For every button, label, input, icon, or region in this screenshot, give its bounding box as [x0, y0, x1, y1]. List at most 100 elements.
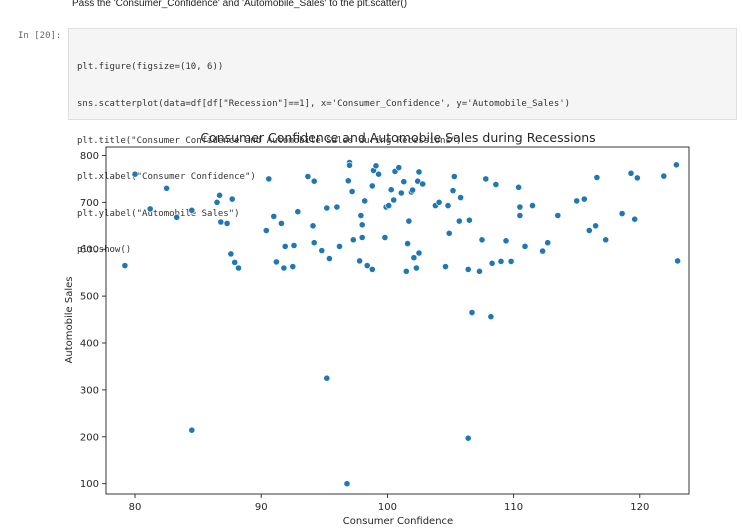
data-point	[294, 208, 302, 216]
data-point	[325, 255, 333, 262]
data-point	[478, 236, 486, 244]
data-point	[464, 265, 472, 273]
y-tick-label: 300	[80, 385, 99, 396]
data-point	[363, 262, 371, 269]
data-point	[674, 257, 681, 265]
x-axis: 80 90 100 110 120	[129, 494, 649, 513]
data-point	[419, 180, 427, 188]
data-point	[358, 221, 366, 229]
code-line: plt.figure(figsize=(10, 6))	[77, 62, 224, 73]
data-point	[228, 195, 236, 203]
data-point	[602, 236, 610, 244]
data-point	[318, 247, 326, 254]
data-point	[445, 229, 453, 237]
data-point	[435, 198, 443, 206]
data-point	[217, 218, 225, 226]
data-point	[573, 197, 581, 205]
code-line: plt.ylabel("Automobile Sales")	[77, 208, 240, 219]
points-layer	[121, 159, 681, 488]
y-tick-label: 500	[80, 292, 99, 303]
data-point	[368, 182, 376, 190]
data-point	[404, 240, 411, 247]
data-point	[580, 195, 588, 203]
data-point	[465, 216, 473, 224]
data-point	[336, 242, 343, 250]
data-point	[385, 202, 393, 209]
data-point	[529, 202, 536, 209]
data-point	[539, 247, 546, 255]
cell-prompt: In [20]:	[18, 31, 62, 41]
data-point	[397, 189, 405, 197]
y-tick-label: 200	[80, 432, 99, 443]
data-point	[515, 183, 522, 191]
data-point	[395, 164, 403, 171]
data-point	[402, 267, 410, 275]
data-point	[348, 188, 356, 195]
data-point	[457, 194, 464, 201]
data-point	[455, 217, 463, 225]
data-point	[415, 168, 423, 176]
data-point	[368, 265, 376, 273]
data-point	[270, 212, 278, 220]
y-axis-label: Automobile Sales	[64, 277, 75, 364]
y-axis: 100 200 300 400 500 600 700 800	[80, 151, 106, 490]
chart-title: Consumer Confidence and Automobile Sales…	[200, 130, 595, 145]
data-point	[231, 258, 239, 266]
data-point	[272, 258, 280, 266]
data-point	[310, 239, 318, 247]
data-point	[627, 169, 635, 177]
data-point	[412, 264, 420, 272]
data-point	[633, 174, 641, 182]
x-axis-label: Consumer Confidence	[343, 516, 453, 527]
data-point	[304, 173, 312, 180]
x-tick-label: 120	[630, 502, 649, 513]
data-point	[333, 203, 341, 211]
y-tick-label: 600	[80, 245, 99, 256]
data-point	[554, 212, 562, 219]
x-tick-label: 100	[378, 502, 397, 513]
data-point	[593, 174, 601, 181]
data-point	[216, 191, 223, 199]
data-point	[146, 205, 154, 213]
data-point	[358, 234, 366, 241]
data-point	[444, 202, 452, 209]
data-point	[409, 186, 416, 194]
data-point	[488, 259, 496, 267]
data-point	[343, 480, 351, 488]
data-point	[387, 186, 395, 194]
code-line: plt.title("Consumer Confidence and Autom…	[77, 135, 462, 146]
data-point	[381, 234, 389, 241]
data-point	[163, 184, 170, 192]
data-point	[349, 236, 357, 244]
data-point	[188, 206, 196, 214]
y-tick-label: 800	[80, 151, 99, 162]
data-point	[188, 426, 196, 434]
code-line: plt.xlabel("Consumer Confidence")	[77, 172, 256, 183]
data-point	[673, 161, 680, 169]
data-point	[415, 249, 423, 257]
data-point	[262, 227, 270, 234]
data-point	[405, 217, 413, 225]
x-tick-label: 80	[129, 502, 142, 513]
data-point	[289, 263, 297, 270]
data-point	[400, 178, 408, 186]
data-point	[468, 309, 476, 316]
data-point	[631, 215, 639, 223]
data-point	[223, 219, 231, 227]
data-point	[390, 196, 398, 204]
code-line: plt.show()	[77, 245, 132, 256]
data-point	[476, 267, 483, 275]
data-point	[290, 242, 298, 249]
data-point	[280, 264, 288, 272]
code-line: sns.scatterplot(data=df[df["Recession"]=…	[77, 99, 571, 109]
code-cell[interactable]: plt.figure(figsize=(10, 6)) sns.scatterp…	[68, 28, 737, 255]
data-point	[487, 313, 495, 321]
data-point	[227, 250, 235, 258]
data-point	[507, 257, 515, 265]
data-point	[281, 242, 289, 250]
code-editor[interactable]: plt.figure(figsize=(10, 6)) sns.scatterp…	[77, 37, 570, 281]
data-point	[521, 242, 529, 250]
data-point	[585, 227, 593, 234]
data-point	[356, 257, 363, 265]
data-point	[410, 254, 418, 262]
